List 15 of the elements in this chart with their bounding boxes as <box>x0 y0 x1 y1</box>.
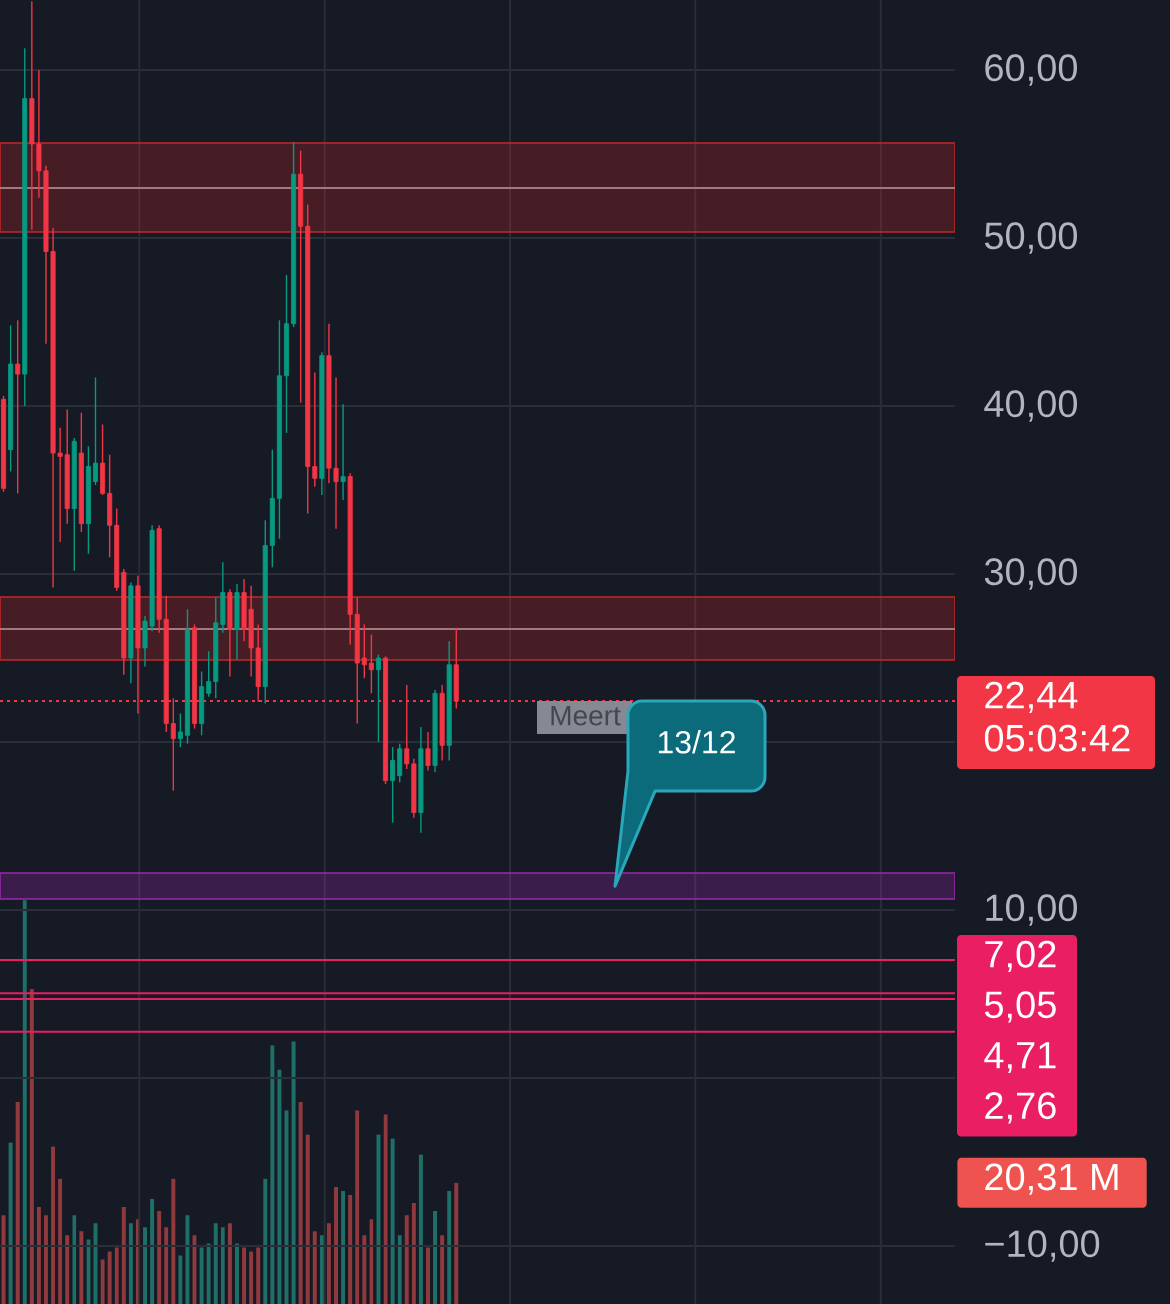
ref-line-label: 2,76 <box>985 1092 1056 1124</box>
y-tick-label: 50,00 <box>984 222 1077 254</box>
y-tick-label: −10,00 <box>985 1230 1100 1262</box>
annotation: Meert <box>551 705 621 726</box>
ref-line-label: 7,02 <box>985 940 1056 973</box>
y-tick-label: 40,00 <box>984 390 1077 422</box>
y-tick-label: 10,00 <box>986 894 1077 926</box>
text: 20,31 M <box>985 1163 1118 1195</box>
ref-line-label: 22,44 <box>985 681 1078 714</box>
ref-line-label: 5,05 <box>984 991 1056 1023</box>
ref-line-label: 4,71 <box>984 1042 1056 1074</box>
y-tick-label: 60,00 <box>985 54 1077 86</box>
text: 05:03:42 <box>984 724 1130 752</box>
y-tick-label: 30,00 <box>984 558 1077 590</box>
annotation: 13/12 <box>658 730 735 754</box>
